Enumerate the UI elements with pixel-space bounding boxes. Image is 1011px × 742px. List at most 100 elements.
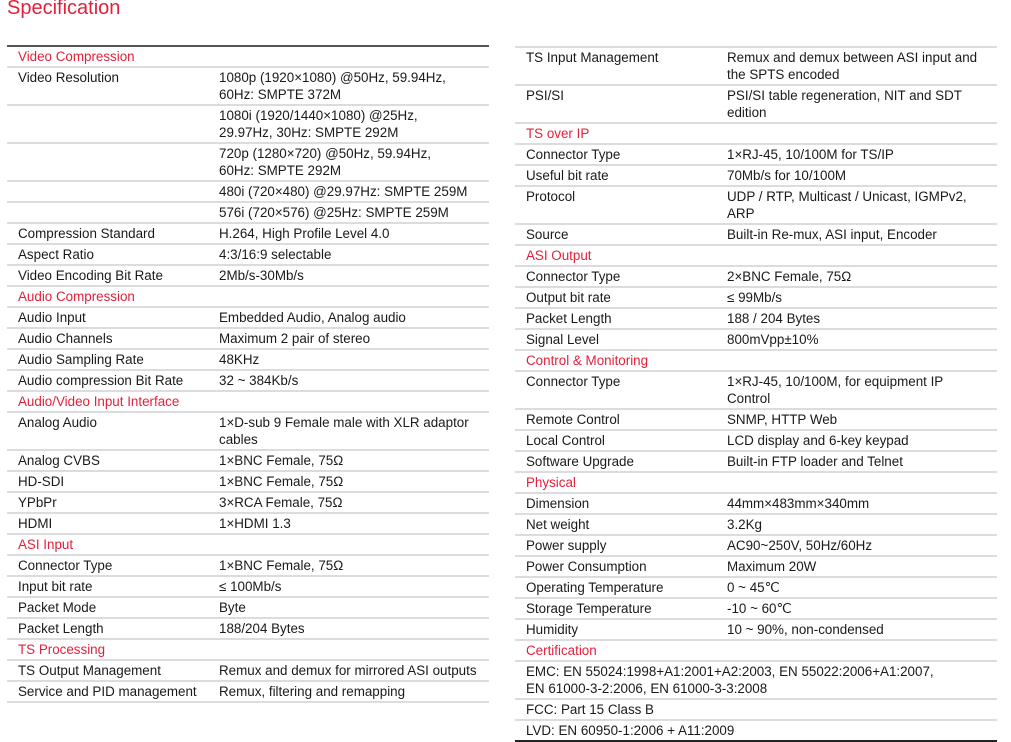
spec-row: Packet Length 188/204 Bytes	[7, 619, 489, 640]
spec-value: Byte	[219, 600, 246, 615]
page-title: Specification	[7, 0, 121, 19]
spec-row: Connector Type 1×RJ-45, 10/100M, for equi…	[515, 372, 997, 410]
spec-value: 1×D-sub 9 Female male with XLR adaptor c…	[219, 415, 469, 447]
section-title: ASI Output	[526, 248, 592, 263]
spec-label: Protocol	[526, 189, 576, 204]
spec-row: Connector Type 2×BNC Female, 75Ω	[515, 267, 997, 288]
spec-value: SNMP, HTTP Web	[727, 412, 838, 427]
spec-row: Source Built-in Re-mux, ASI input, Encode…	[515, 225, 997, 246]
section-header: Certification	[515, 641, 997, 662]
spec-label: Audio compression Bit Rate	[18, 373, 184, 388]
spec-row: Video Resolution 1080p (1920×1080) @50Hz,…	[7, 68, 489, 106]
spec-label: Service and PID management	[18, 684, 197, 699]
spec-row: Storage Temperature -10 ~ 60℃	[515, 599, 997, 620]
spec-label	[7, 107, 219, 141]
section-header: Video Compression	[7, 47, 489, 68]
spec-row: Compression Standard H.264, High Profile …	[7, 224, 489, 245]
spec-value: 32 ~ 384Kb/s	[219, 373, 299, 388]
spec-label: Compression Standard	[18, 226, 155, 241]
spec-value: 480i (720×480) @29.97Hz: SMPTE 259M	[219, 184, 468, 199]
spec-row: Packet Mode Byte	[7, 598, 489, 619]
spec-row: 1080i (1920/1440×1080) @25Hz, 29.97Hz, 3…	[7, 106, 489, 144]
spec-value: ≤ 100Mb/s	[219, 579, 282, 594]
section-header: ASI Output	[515, 246, 997, 267]
spec-value: 48KHz	[219, 352, 260, 367]
spec-row: Connector Type 1×RJ-45, 10/100M for TS/IP	[515, 145, 997, 166]
spec-table-left: Video Compression Video Resolution 1080p (…	[7, 45, 489, 703]
spec-text: EMC: EN 55024:1998+A1:2001+A2:2003, EN 5…	[526, 664, 934, 696]
spec-label: Remote Control	[526, 412, 620, 427]
spec-value: AC90~250V, 50Hz/60Hz	[727, 538, 873, 553]
spec-row: FCC: Part 15 Class B	[515, 700, 997, 721]
spec-label: Local Control	[526, 433, 605, 448]
section-title: TS over IP	[526, 126, 590, 141]
spec-row: Humidity 10 ~ 90%, non-condensed	[515, 620, 997, 641]
section-header: Physical	[515, 473, 997, 494]
spec-value: Maximum 2 pair of stereo	[219, 331, 371, 346]
spec-value: Remux and demux between ASI input and th…	[727, 50, 978, 82]
spec-text: LVD: EN 60950-1:2006 + A11:2009	[526, 723, 735, 738]
spec-value: ≤ 99Mb/s	[727, 290, 782, 305]
spec-value: 3×RCA Female, 75Ω	[219, 495, 343, 510]
spec-row: TS Input Management Remux and demux betwe…	[515, 48, 997, 86]
spec-label	[7, 204, 219, 221]
section-header: Audio Compression	[7, 287, 489, 308]
section-header: ASI Input	[7, 535, 489, 556]
spec-label: Connector Type	[526, 269, 621, 284]
spec-row: Audio Channels Maximum 2 pair of stereo	[7, 329, 489, 350]
spec-row: PSI/SI PSI/SI table regeneration, NIT and…	[515, 86, 997, 124]
spec-label: Connector Type	[526, 374, 621, 389]
spec-label: YPbPr	[18, 495, 57, 510]
spec-value: 576i (720×576) @25Hz: SMPTE 259M	[219, 205, 449, 220]
spec-value: 720p (1280×720) @50Hz, 59.94Hz, 60Hz: SM…	[219, 146, 431, 178]
spec-label: TS Input Management	[526, 50, 659, 65]
spec-label: Software Upgrade	[526, 454, 634, 469]
spec-label: HDMI	[18, 516, 53, 531]
section-header: TS Processing	[7, 640, 489, 661]
spec-label: Output bit rate	[526, 290, 611, 305]
spec-value: 1×HDMI 1.3	[219, 516, 291, 531]
section-title: Certification	[526, 643, 597, 658]
spec-row: Power supply AC90~250V, 50Hz/60Hz	[515, 536, 997, 557]
spec-row: YPbPr 3×RCA Female, 75Ω	[7, 493, 489, 514]
spec-row: Output bit rate ≤ 99Mb/s	[515, 288, 997, 309]
spec-value: 44mm×483mm×340mm	[727, 496, 870, 511]
spec-label: Packet Length	[18, 621, 104, 636]
spec-label: Analog Audio	[18, 415, 97, 430]
spec-value: Remux, filtering and remapping	[219, 684, 406, 699]
spec-row: Protocol UDP / RTP, Multicast / Unicast, …	[515, 187, 997, 225]
section-title: Control & Monitoring	[526, 353, 649, 368]
spec-label: Power supply	[526, 538, 607, 553]
spec-value: 3.2Kg	[727, 517, 762, 532]
spec-row: Power Consumption Maximum 20W	[515, 557, 997, 578]
spec-value: Built-in Re-mux, ASI input, Encoder	[727, 227, 937, 242]
spec-row: Analog Audio 1×D-sub 9 Female male with X…	[7, 413, 489, 451]
spec-value: Embedded Audio, Analog audio	[219, 310, 406, 325]
spec-row: Software Upgrade Built-in FTP loader and …	[515, 452, 997, 473]
spec-row: EMC: EN 55024:1998+A1:2001+A2:2003, EN 5…	[515, 662, 997, 700]
spec-row: Aspect Ratio 4:3/16:9 selectable	[7, 245, 489, 266]
section-title: Video Compression	[18, 49, 135, 64]
spec-value: 0 ~ 45℃	[727, 580, 780, 595]
spec-label: Dimension	[526, 496, 590, 511]
spec-label: Storage Temperature	[526, 601, 652, 616]
spec-label: Analog CVBS	[18, 453, 100, 468]
spec-label: Net weight	[526, 517, 590, 532]
section-header: Control & Monitoring	[515, 351, 997, 372]
spec-value: 1×BNC Female, 75Ω	[219, 453, 344, 468]
spec-label: Video Resolution	[18, 70, 119, 85]
spec-label: TS Output Management	[18, 663, 161, 678]
spec-label: Source	[526, 227, 569, 242]
spec-row: 480i (720×480) @29.97Hz: SMPTE 259M	[7, 182, 489, 203]
spec-label: Audio Input	[18, 310, 86, 325]
section-header: TS over IP	[515, 124, 997, 145]
spec-row: Signal Level 800mVpp±10%	[515, 330, 997, 351]
spec-value: UDP / RTP, Multicast / Unicast, IGMPv2, …	[727, 189, 967, 221]
spec-label: Video Encoding Bit Rate	[18, 268, 163, 283]
spec-label	[7, 145, 219, 179]
spec-value: 1×RJ-45, 10/100M for TS/IP	[727, 147, 894, 162]
spec-label: Signal Level	[526, 332, 599, 347]
spec-row: Audio Sampling Rate 48KHz	[7, 350, 489, 371]
spec-value: Built-in FTP loader and Telnet	[727, 454, 903, 469]
spec-value: PSI/SI table regeneration, NIT and SDT e…	[727, 88, 962, 120]
